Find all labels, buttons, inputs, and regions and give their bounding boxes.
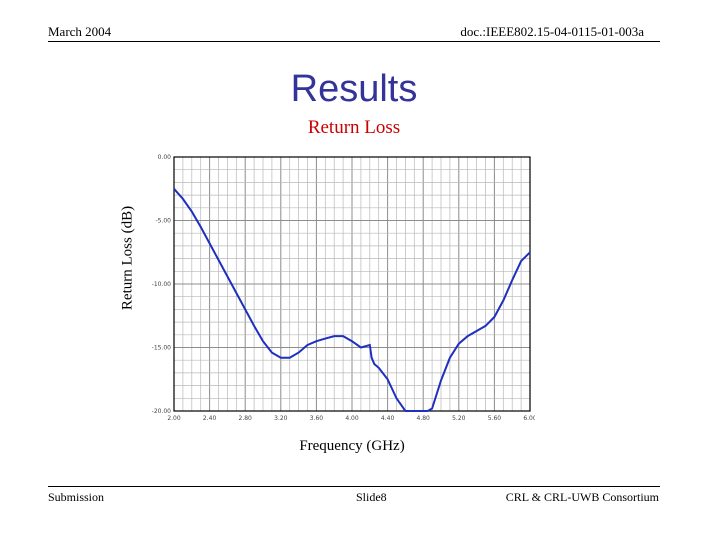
footer-slide-number: Slide8 bbox=[356, 490, 387, 504]
y-tick-label: -10.00 bbox=[152, 281, 172, 288]
footer-organization: CRL & CRL-UWB Consortium bbox=[505, 490, 659, 504]
x-tick-label: 4.00 bbox=[345, 415, 359, 422]
series-line bbox=[173, 188, 531, 412]
y-tick-label: -15.00 bbox=[152, 345, 172, 352]
x-tick-label: 5.60 bbox=[488, 415, 502, 422]
plot-frame bbox=[173, 156, 531, 412]
tick-labels: 2.00 2.40 2.80 3.20 3.60 4.00 4.40 4.80 5.20 5.60… bbox=[152, 154, 535, 422]
footer-divider bbox=[48, 486, 660, 487]
x-axis-label: Frequency (GHz) bbox=[299, 438, 405, 454]
x-tick-label: 2.00 bbox=[167, 415, 181, 422]
header-doc-id: doc.:IEEE802.15-04-0115-01-003a bbox=[460, 24, 644, 39]
x-tick-label: 2.40 bbox=[203, 415, 217, 422]
y-axis-label: Return Loss (dB) bbox=[119, 205, 136, 311]
y-tick-label: 0.00 bbox=[158, 154, 172, 161]
return-loss-chart: 2.00 2.40 2.80 3.20 3.60 4.00 4.40 4.80 5.20 5.60… bbox=[152, 154, 535, 422]
x-tick-label: 4.80 bbox=[417, 415, 431, 422]
x-tick-label: 5.20 bbox=[452, 415, 466, 422]
x-tick-label: 3.20 bbox=[274, 415, 288, 422]
x-tick-label: 6.00 bbox=[523, 415, 535, 422]
x-tick-label: 2.80 bbox=[239, 415, 253, 422]
x-tick-label: 4.40 bbox=[381, 415, 395, 422]
x-tick-label: 3.60 bbox=[310, 415, 324, 422]
chart-subtitle: Return Loss bbox=[307, 117, 401, 138]
header-divider bbox=[48, 41, 660, 42]
y-tick-label: -20.00 bbox=[152, 408, 172, 415]
header-date: March 2004 bbox=[48, 24, 112, 39]
slide-title: Results bbox=[290, 68, 418, 110]
y-tick-label: -5.00 bbox=[155, 218, 171, 225]
chart-grid bbox=[173, 156, 531, 412]
footer-submission: Submission bbox=[48, 490, 105, 504]
